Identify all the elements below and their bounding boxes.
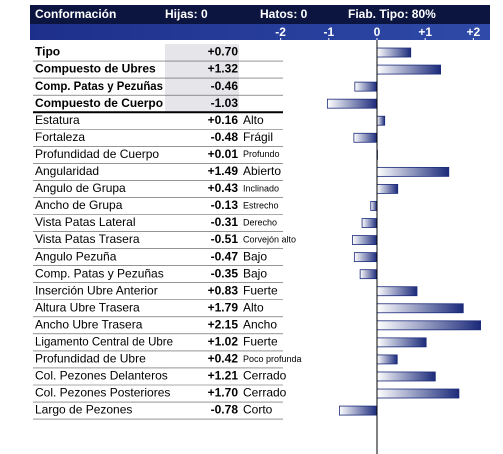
value-label: +0.16	[208, 113, 239, 127]
descriptor: Inclinado	[243, 183, 279, 193]
value-label: -0.48	[211, 130, 239, 144]
bar	[359, 269, 378, 280]
bar	[352, 235, 378, 245]
x-tick-label: +2	[467, 25, 481, 39]
row-label: Vista Patas Lateral	[35, 215, 136, 229]
descriptor: Ancho	[243, 317, 277, 331]
value-label: +0.01	[208, 147, 239, 161]
descriptor: Bajo	[243, 249, 267, 263]
x-tick-label: 0	[374, 25, 381, 39]
row-label: Col. Pezones Delanteros	[35, 369, 168, 383]
descriptor: Corto	[243, 403, 273, 417]
bar	[376, 115, 386, 126]
bar	[339, 405, 378, 416]
value-label: -0.51	[211, 232, 239, 246]
descriptor: Alto	[243, 300, 264, 314]
row-label: Profundidad de Cuerpo	[35, 147, 159, 161]
row-label: Angularidad	[35, 164, 99, 178]
header-band	[30, 5, 490, 24]
chart-title: Conformación	[35, 7, 116, 21]
value-label: -0.31	[211, 215, 239, 229]
descriptor: Bajo	[243, 266, 267, 280]
descriptor: Derecho	[243, 217, 277, 227]
bar	[376, 371, 436, 382]
bar	[353, 132, 378, 143]
value-label: -1.03	[211, 96, 239, 110]
value-label: -0.78	[211, 403, 239, 417]
bar	[354, 81, 378, 92]
bar	[370, 201, 378, 211]
row-label: Estatura	[35, 113, 80, 127]
x-tick-label: -1	[323, 25, 334, 39]
row-label: Vista Patas Trasera	[35, 232, 140, 246]
row-label: Compuesto de Cuerpo	[35, 96, 163, 110]
value-label: +2.15	[208, 317, 239, 331]
descriptor: Fuerte	[243, 283, 278, 297]
row-label: Tipo	[35, 45, 60, 59]
value-label: -0.46	[211, 79, 239, 93]
axis-band	[30, 24, 490, 40]
bar	[376, 337, 427, 348]
x-tick-label: +1	[418, 25, 432, 39]
bar	[353, 252, 378, 263]
bar	[376, 354, 398, 365]
value-label: -0.35	[211, 266, 239, 280]
descriptor: Cerrado	[243, 386, 287, 400]
bar	[376, 166, 450, 177]
value-label: +1.02	[208, 335, 239, 349]
descriptor: Alto	[243, 113, 264, 127]
bar	[361, 218, 378, 228]
value-label: +1.49	[208, 164, 239, 178]
value-label: +0.43	[208, 181, 239, 195]
value-label: +1.32	[208, 62, 239, 76]
value-label: +0.70	[208, 45, 239, 59]
bar	[376, 47, 412, 58]
reliability: Fiab. Tipo: 80%	[348, 7, 436, 21]
row-label: Inserción Ubre Anterior	[35, 283, 158, 297]
descriptor: Abierto	[243, 164, 281, 178]
descriptor: Frágil	[243, 130, 273, 144]
row-label: Comp. Patas y Pezuñas	[35, 79, 163, 93]
value-label: +1.70	[208, 386, 239, 400]
value-label: +1.21	[208, 369, 239, 383]
descriptor: Profundo	[243, 149, 280, 159]
row-label: Col. Pezones Posteriores	[35, 386, 170, 400]
value-label: +1.79	[208, 300, 239, 314]
bar	[376, 320, 481, 331]
x-tick-label: -2	[275, 25, 286, 39]
row-label: Altura Ubre Trasera	[35, 300, 140, 314]
row-label: Ancho de Grupa	[35, 198, 123, 212]
herds: Hatos: 0	[260, 7, 308, 21]
value-label: -0.13	[211, 198, 239, 212]
row-label: Ancho Ubre Trasera	[35, 317, 143, 331]
descriptor: Poco profunda	[243, 354, 302, 364]
summary-shade	[165, 44, 239, 113]
row-label: Compuesto de Ubres	[35, 62, 156, 76]
row-label: Angulo Pezuña	[35, 249, 117, 263]
value-label: +0.42	[208, 352, 239, 366]
descriptor: Fuerte	[243, 335, 278, 349]
bar	[376, 286, 418, 297]
bar	[376, 64, 441, 75]
row-label: Comp. Patas y Pezuñas	[35, 266, 164, 280]
daughters: Hijas: 0	[165, 7, 208, 21]
descriptor: Cerrado	[243, 369, 287, 383]
bar	[376, 388, 460, 399]
value-label: +0.83	[208, 283, 239, 297]
descriptor: Estrecho	[243, 200, 279, 210]
row-label: Angulo de Grupa	[35, 181, 126, 195]
row-label: Fortaleza	[35, 130, 85, 144]
bar	[376, 184, 399, 194]
value-label: -0.47	[211, 249, 239, 263]
descriptor: Corvejón alto	[243, 234, 296, 244]
bar	[376, 303, 464, 314]
row-label: Ligamento Central de Ubre	[35, 335, 173, 349]
bar	[326, 98, 378, 109]
row-label: Largo de Pezones	[35, 403, 132, 417]
row-label: Profundidad de Ubre	[35, 352, 146, 366]
